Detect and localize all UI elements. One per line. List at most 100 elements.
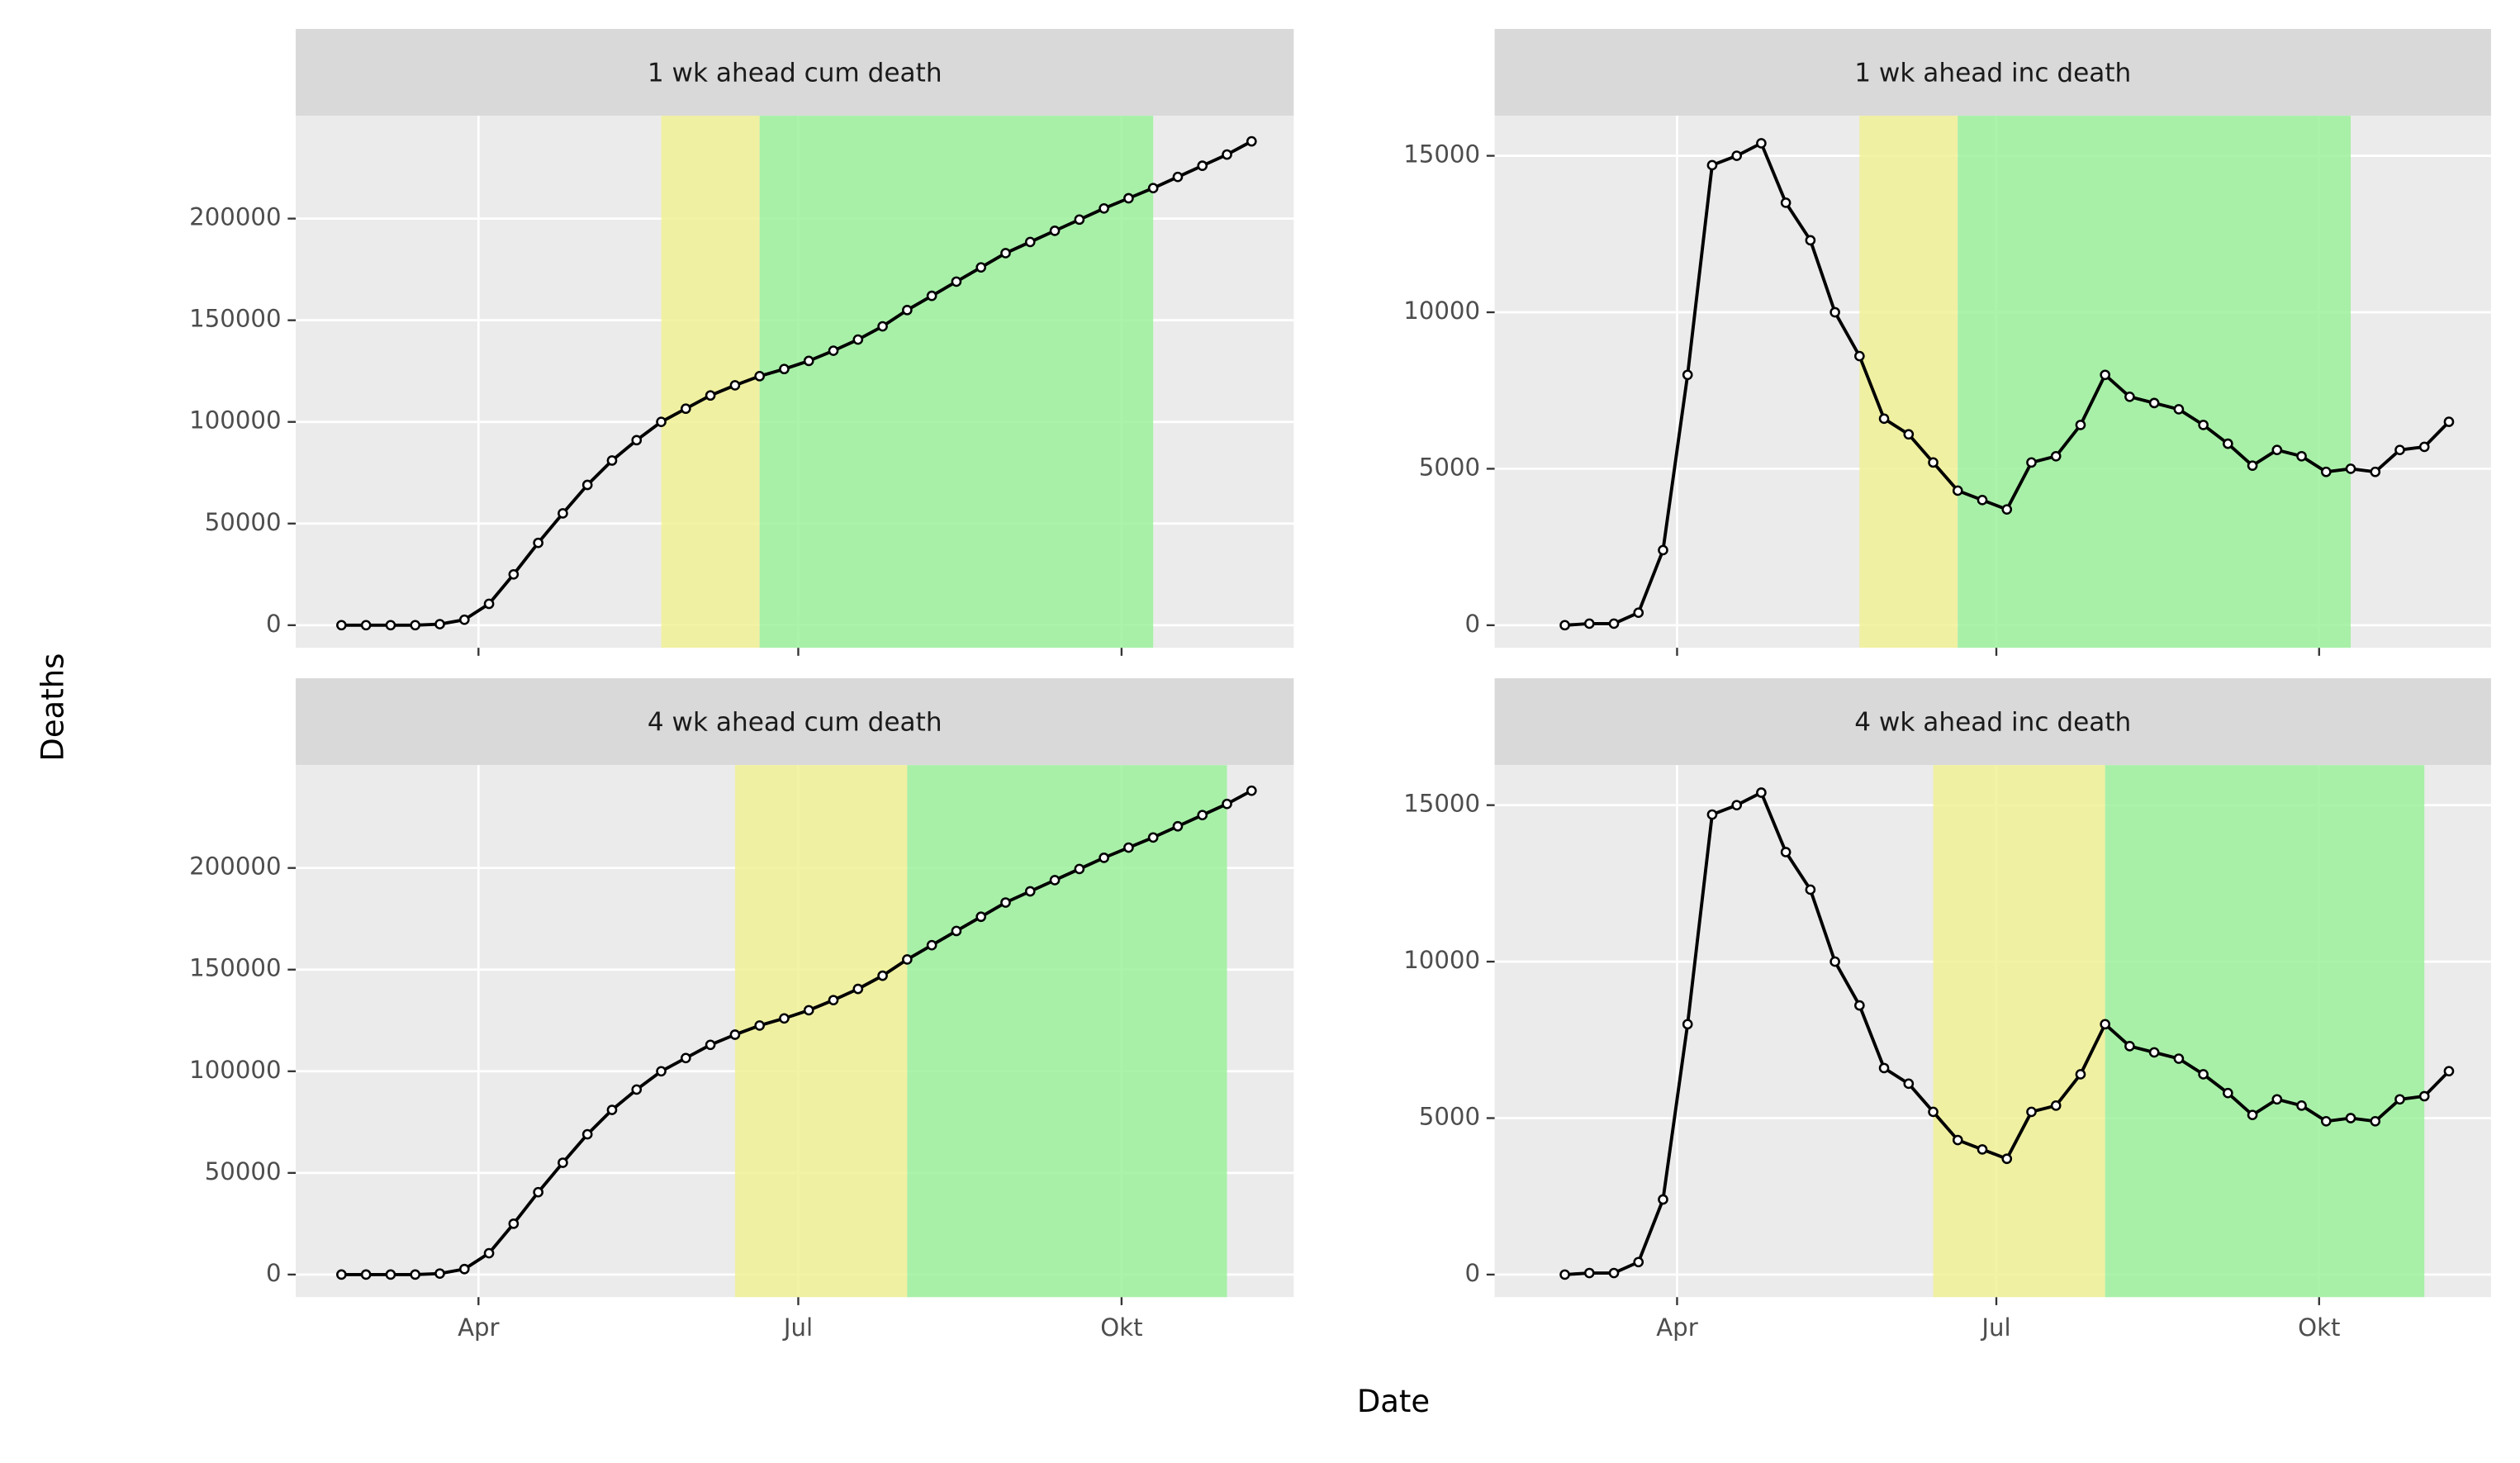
data-point xyxy=(1559,620,1570,631)
data-point xyxy=(385,1269,396,1280)
x-tick-label: Jul xyxy=(1980,1313,2010,1342)
data-point xyxy=(1731,150,1742,161)
data-point xyxy=(1074,214,1085,226)
data-point xyxy=(705,1039,716,1051)
data-point xyxy=(803,1005,814,1016)
data-point xyxy=(1903,1078,1915,1090)
data-point xyxy=(2223,1087,2233,1099)
y-tick-label: 150000 xyxy=(189,954,281,982)
data-point xyxy=(1197,160,1208,171)
data-point xyxy=(926,290,937,302)
data-point xyxy=(656,416,667,428)
y-tick-label: 0 xyxy=(1465,610,1481,638)
y-tick-label: 0 xyxy=(266,1259,282,1287)
data-point xyxy=(1878,1062,1890,1074)
data-point xyxy=(533,537,543,549)
data-point xyxy=(2443,416,2455,427)
data-point xyxy=(1583,618,1595,629)
data-point xyxy=(1805,884,1816,895)
data-point xyxy=(1246,785,1257,796)
data-point xyxy=(1682,1019,1693,1030)
data-point xyxy=(508,568,520,580)
data-point xyxy=(1706,809,1718,820)
data-point xyxy=(1172,820,1184,832)
x-tick-label: Okt xyxy=(2298,1313,2340,1342)
data-point xyxy=(631,435,643,446)
highlight-band xyxy=(759,116,1154,648)
data-point xyxy=(2100,369,2111,381)
y-tick-label: 5000 xyxy=(1419,1103,1480,1131)
y-tick-label: 0 xyxy=(266,610,282,638)
data-point xyxy=(360,1269,372,1280)
data-point xyxy=(902,954,913,965)
data-point xyxy=(656,1066,667,1077)
data-point xyxy=(1608,618,1620,629)
data-point xyxy=(1000,897,1011,908)
data-point xyxy=(458,614,470,625)
data-point xyxy=(2345,463,2356,474)
x-tick-label: Apr xyxy=(1656,1313,1697,1342)
data-point xyxy=(852,334,864,345)
data-point xyxy=(2345,1113,2356,1123)
data-point xyxy=(410,1269,421,1280)
y-tick-label: 10000 xyxy=(1403,946,1480,974)
data-point xyxy=(1246,135,1257,147)
data-point xyxy=(2124,1041,2135,1052)
x-axis-title: Date xyxy=(1357,1384,1430,1419)
data-point xyxy=(877,321,888,332)
highlight-band xyxy=(1859,116,1958,648)
data-point xyxy=(1123,192,1134,204)
data-point xyxy=(581,479,593,491)
data-point xyxy=(680,403,691,415)
data-point xyxy=(2418,441,2430,453)
data-point xyxy=(828,995,839,1005)
data-point xyxy=(1952,1134,1963,1146)
data-point xyxy=(1000,248,1011,259)
data-point xyxy=(483,1247,495,1259)
data-point xyxy=(2296,450,2307,462)
data-point xyxy=(1147,183,1159,194)
strip xyxy=(296,678,1294,766)
data-point xyxy=(705,390,716,401)
data-point xyxy=(902,305,913,316)
data-point xyxy=(1928,457,1939,468)
panel-title: 4 wk ahead inc death xyxy=(1854,708,2131,738)
data-point xyxy=(1854,1000,1865,1011)
data-point xyxy=(2443,1066,2455,1076)
data-point xyxy=(606,455,618,466)
data-point xyxy=(558,1157,568,1168)
data-point xyxy=(1829,956,1840,967)
highlight-band xyxy=(2105,765,2425,1298)
data-point xyxy=(2370,466,2381,477)
data-point xyxy=(2296,1100,2307,1111)
data-point xyxy=(1805,235,1816,246)
data-point xyxy=(779,363,790,375)
data-point xyxy=(754,1020,765,1031)
x-tick-label: Apr xyxy=(458,1313,499,1342)
y-tick-label: 100000 xyxy=(189,406,281,435)
data-point xyxy=(533,1186,543,1198)
data-point xyxy=(1658,544,1668,556)
x-tick-label: Jul xyxy=(782,1313,813,1342)
data-point xyxy=(2001,504,2013,515)
y-tick-label: 100000 xyxy=(189,1056,281,1084)
data-point xyxy=(1583,1267,1595,1279)
data-point xyxy=(1559,1269,1570,1280)
y-tick-label: 15000 xyxy=(1403,790,1480,818)
data-point xyxy=(336,1269,347,1280)
data-point xyxy=(1147,832,1159,843)
data-point xyxy=(1977,1144,1988,1155)
data-point xyxy=(1952,485,1963,496)
data-point xyxy=(2026,457,2037,468)
data-point xyxy=(1633,1256,1644,1268)
data-point xyxy=(1608,1267,1620,1279)
data-point xyxy=(2075,420,2086,430)
data-point xyxy=(1903,429,1915,440)
y-tick-label: 0 xyxy=(1465,1259,1481,1287)
y-tick-label: 50000 xyxy=(205,508,282,536)
y-axis-title: Deaths xyxy=(36,653,71,762)
data-point xyxy=(2026,1106,2037,1118)
data-point xyxy=(877,970,888,981)
